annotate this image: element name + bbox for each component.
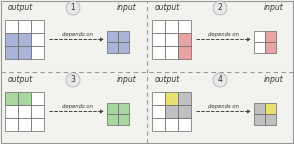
Text: input: input [264, 75, 284, 85]
Bar [152, 118, 165, 131]
Text: output: output [154, 75, 180, 85]
Bar [254, 31, 265, 41]
Text: 4: 4 [218, 75, 223, 85]
Bar [178, 20, 191, 33]
Bar [178, 118, 191, 131]
Text: output: output [7, 75, 33, 85]
Bar [107, 103, 118, 113]
Bar [165, 105, 178, 118]
Bar [18, 105, 31, 118]
Bar [254, 41, 265, 53]
Bar [265, 113, 276, 125]
Bar [178, 46, 191, 59]
Bar [178, 92, 191, 105]
Circle shape [213, 1, 227, 15]
Bar [178, 33, 191, 46]
Bar [107, 113, 118, 125]
Bar [265, 103, 276, 113]
Text: depends on: depends on [208, 32, 240, 37]
Circle shape [66, 1, 80, 15]
Bar [152, 92, 165, 105]
Bar [5, 46, 18, 59]
Text: input: input [264, 3, 284, 13]
Text: 3: 3 [71, 75, 76, 85]
Bar [178, 105, 191, 118]
Bar [265, 41, 276, 53]
Bar [254, 113, 265, 125]
Text: depends on: depends on [208, 104, 240, 109]
Bar [5, 118, 18, 131]
Bar [254, 103, 265, 113]
Bar [107, 31, 118, 41]
Bar [265, 31, 276, 41]
Text: output: output [154, 3, 180, 13]
Bar [31, 46, 44, 59]
Bar [18, 33, 31, 46]
Bar [165, 46, 178, 59]
Text: 2: 2 [218, 3, 222, 13]
Bar [5, 92, 18, 105]
Bar [31, 20, 44, 33]
Circle shape [213, 73, 227, 87]
Bar [5, 105, 18, 118]
Bar [152, 33, 165, 46]
Bar [31, 92, 44, 105]
Bar [118, 31, 129, 41]
Bar [118, 103, 129, 113]
Text: depends on: depends on [61, 104, 93, 109]
Text: input: input [117, 75, 137, 85]
Bar [31, 105, 44, 118]
Bar [165, 33, 178, 46]
Bar [152, 46, 165, 59]
Bar [18, 118, 31, 131]
Bar [5, 20, 18, 33]
Bar [118, 113, 129, 125]
Bar [5, 33, 18, 46]
Text: depends on: depends on [61, 32, 93, 37]
Bar [31, 118, 44, 131]
Text: output: output [7, 3, 33, 13]
Bar [165, 20, 178, 33]
Bar [18, 46, 31, 59]
Bar [107, 41, 118, 53]
Bar [152, 105, 165, 118]
Bar [18, 92, 31, 105]
Bar [152, 20, 165, 33]
Text: input: input [117, 3, 137, 13]
Text: 1: 1 [71, 3, 75, 13]
Circle shape [66, 73, 80, 87]
Bar [165, 92, 178, 105]
Bar [18, 20, 31, 33]
Bar [118, 41, 129, 53]
Bar [165, 118, 178, 131]
Bar [31, 33, 44, 46]
